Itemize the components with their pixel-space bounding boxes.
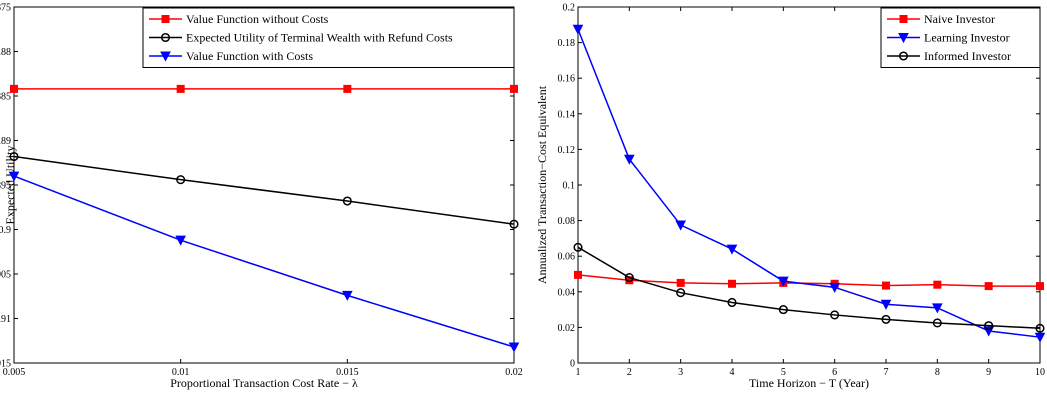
data-point bbox=[829, 282, 840, 293]
data-point bbox=[574, 270, 582, 279]
y-axis-label: Annualized Transaction−Cost Equivalent bbox=[535, 85, 549, 284]
y-tick-label: 0.2 bbox=[563, 3, 576, 14]
legend-marker bbox=[160, 32, 171, 43]
data-point bbox=[1036, 282, 1044, 291]
legend-entry: Value Function with Costs bbox=[186, 49, 313, 63]
left-chart: 0.005 0.01 0.015 0.02 -0.915 -0.91 -0.905 -0.9 -… bbox=[0, 3, 523, 391]
data-point bbox=[509, 219, 519, 229]
data-point bbox=[1035, 323, 1045, 333]
x-tick-label: 9 bbox=[986, 367, 991, 378]
y-tick-label: -0.915 bbox=[0, 359, 11, 370]
y-tick-label: 0.02 bbox=[558, 323, 576, 334]
x-tick-label: 7 bbox=[884, 367, 889, 378]
y-tick-label: 0.08 bbox=[558, 216, 576, 227]
series-line-0 bbox=[577, 274, 1040, 287]
y-tick-label: 0.16 bbox=[558, 74, 576, 85]
data-point bbox=[176, 175, 186, 185]
legend-marker bbox=[899, 15, 908, 23]
legend-entry: Informed Investor bbox=[924, 49, 1011, 63]
x-tick-label: 3 bbox=[678, 367, 683, 378]
series-line-1 bbox=[13, 155, 515, 225]
y-tick-label: -0.9 bbox=[0, 225, 11, 236]
data-point bbox=[882, 281, 890, 290]
legend-marker bbox=[161, 15, 170, 23]
series-line-2 bbox=[13, 175, 515, 348]
x-tick-label: 0.005 bbox=[3, 367, 26, 378]
y-tick-label: 0.1 bbox=[563, 181, 576, 192]
data-point bbox=[510, 84, 518, 93]
y-tick-label: -0.905 bbox=[0, 270, 11, 281]
data-point bbox=[176, 84, 185, 93]
legend-entry: Expected Utility of Terminal Wealth with… bbox=[186, 31, 453, 45]
data-point bbox=[342, 290, 353, 301]
data-point bbox=[624, 154, 635, 165]
data-point bbox=[508, 342, 520, 353]
data-point bbox=[624, 273, 634, 283]
y-tick-label: -0.89 bbox=[0, 136, 11, 147]
data-point bbox=[881, 314, 891, 324]
legend-marker bbox=[898, 51, 909, 61]
x-tick-label: 0.01 bbox=[172, 367, 190, 378]
data-point bbox=[984, 321, 994, 331]
data-point bbox=[778, 305, 788, 315]
data-point bbox=[9, 151, 19, 162]
x-tick-label: 0.02 bbox=[505, 367, 523, 378]
data-point bbox=[676, 278, 685, 287]
y-tick-label: 0.18 bbox=[558, 38, 576, 49]
y-tick-label: 0 bbox=[570, 359, 575, 370]
data-point bbox=[175, 235, 186, 246]
y-tick-label: 0.14 bbox=[558, 109, 576, 120]
y-axis-label: Expected Utility bbox=[3, 146, 17, 225]
data-point bbox=[880, 299, 892, 310]
y-tick-label: -0.875 bbox=[0, 3, 11, 14]
data-point bbox=[778, 276, 789, 287]
legend-entry: Naive Investor bbox=[924, 12, 995, 26]
y-tick-label: 0.06 bbox=[558, 252, 576, 263]
x-tick-label: 6 bbox=[832, 367, 837, 378]
y-tick-label: -0.91 bbox=[0, 314, 11, 325]
data-point bbox=[830, 310, 840, 320]
data-point bbox=[675, 220, 686, 231]
data-point bbox=[342, 196, 352, 206]
x-tick-label: 1 bbox=[576, 367, 581, 378]
x-tick-label: 8 bbox=[935, 367, 940, 378]
x-tick-label: 0.015 bbox=[336, 367, 359, 378]
y-tick-label: 0.04 bbox=[558, 287, 576, 298]
data-point bbox=[676, 288, 686, 298]
data-point bbox=[728, 279, 736, 288]
legend-entry: Learning Investor bbox=[924, 31, 1010, 45]
y-tick-label: -0.895 bbox=[0, 181, 11, 192]
data-point bbox=[933, 280, 942, 289]
data-point bbox=[10, 84, 18, 93]
data-point bbox=[1034, 332, 1046, 343]
x-tick-label: 10 bbox=[1035, 367, 1045, 378]
data-point bbox=[573, 242, 583, 252]
legend-box bbox=[142, 7, 515, 68]
x-tick-label: 5 bbox=[781, 367, 786, 378]
x-tick-label: 2 bbox=[627, 367, 632, 378]
legend-entry: Value Function without Costs bbox=[186, 12, 329, 26]
data-point bbox=[343, 84, 352, 93]
x-tick-label: 4 bbox=[730, 367, 735, 378]
x-axis-label: Proportional Transaction Cost Rate − λ bbox=[170, 376, 358, 390]
y-tick-label: -0.885 bbox=[0, 92, 11, 103]
data-point bbox=[932, 318, 942, 328]
series-line-2 bbox=[577, 246, 1041, 330]
series-line-1 bbox=[577, 28, 1041, 338]
data-point bbox=[572, 24, 584, 35]
right-chart: 1 2 3 4 5 6 7 8 9 10 0 0.02 0.04 0.06 0.08 0.1 0.12 0.14 0… bbox=[535, 3, 1046, 390]
data-point bbox=[726, 244, 738, 255]
data-point bbox=[727, 297, 737, 308]
data-point bbox=[932, 303, 943, 314]
x-axis-label: Time Horizon − T (Year) bbox=[749, 376, 869, 390]
y-tick-label: 0.12 bbox=[558, 145, 576, 156]
y-tick-label: -0.88 bbox=[0, 47, 11, 58]
legend-marker bbox=[898, 33, 909, 44]
legend-marker bbox=[160, 51, 171, 62]
data-point bbox=[8, 171, 20, 182]
data-point bbox=[984, 282, 993, 291]
